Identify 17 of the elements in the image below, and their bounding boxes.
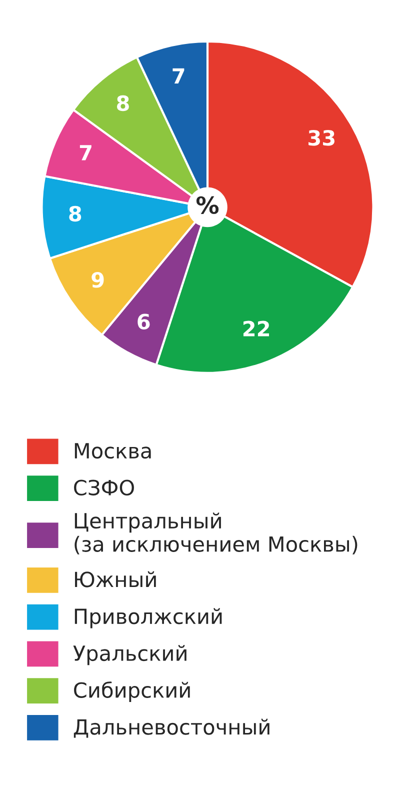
data-label: 33 <box>308 130 334 146</box>
data-label: 6 <box>138 314 150 330</box>
legend-label: Дальневосточный <box>74 718 270 738</box>
data-label: 22 <box>243 320 269 336</box>
legend-label: Уральский <box>73 645 186 666</box>
data-label: 8 <box>117 95 129 112</box>
data-label: 9 <box>92 272 104 288</box>
legend-label: Приволжский <box>74 608 222 628</box>
legend-label: Южный <box>75 571 156 588</box>
data-label: 7 <box>80 145 92 160</box>
legend-label: Центральный (за исключением Москвы) <box>74 512 358 554</box>
data-label: 8 <box>69 206 82 222</box>
legend-label: СЗФО <box>74 480 134 496</box>
text: % <box>196 196 219 214</box>
legend-label: Сибирский <box>74 681 190 702</box>
legend-label: Москва <box>74 443 151 459</box>
data-label: 7 <box>172 68 184 84</box>
